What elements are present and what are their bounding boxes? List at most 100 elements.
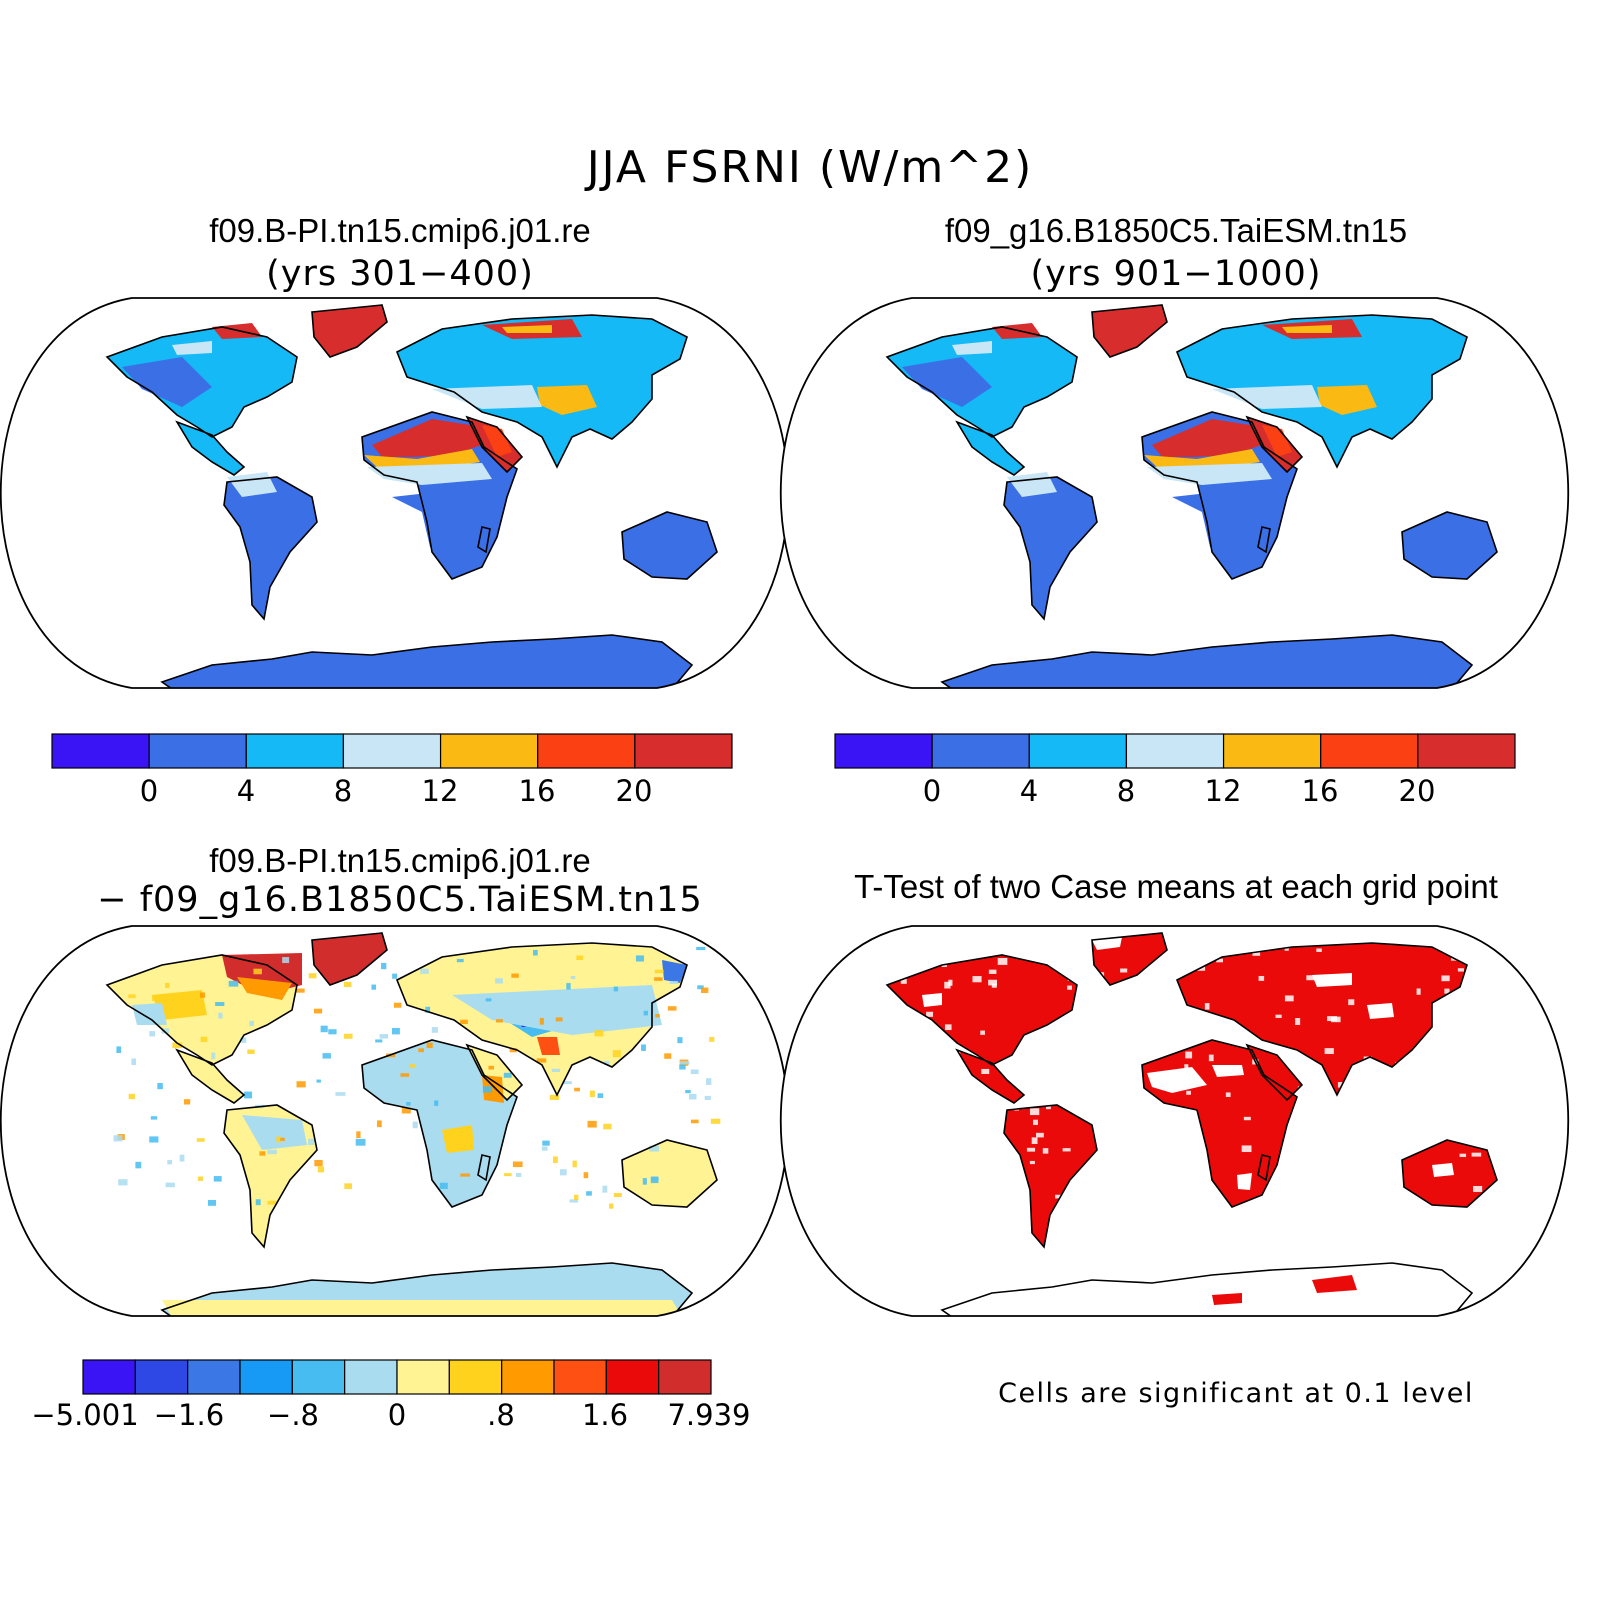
speckle-cell [228, 980, 239, 987]
speckle-cell [991, 983, 997, 988]
panel-title-top-left: f09.B-PI.tn15.cmip6.j01.re [209, 212, 591, 249]
speckle-layer [893, 945, 1496, 1208]
speckle-cell [926, 1011, 934, 1017]
speckle-cell [1479, 1106, 1485, 1111]
speckle-cell [1191, 1180, 1200, 1186]
coastline-arabia [1245, 1043, 1304, 1102]
speckle-cell [1098, 1095, 1105, 1103]
speckle-cell [701, 987, 709, 993]
panel-subtitle-bottom-left: − f09_g16.B1850C5.TaiESM.tn15 [97, 880, 703, 920]
region-patch [1432, 1163, 1454, 1177]
colorbar-tick-label: −1.6 [153, 1398, 225, 1432]
colorbar-tick-label: −5.001 [31, 1398, 139, 1432]
speckle-cell [988, 979, 998, 986]
speckle-cell [308, 1138, 315, 1146]
speckle-cell [280, 1137, 285, 1141]
colorbar-tick-label: 12 [1204, 774, 1242, 808]
speckle-cell [282, 957, 290, 964]
speckle-cell [1306, 975, 1315, 981]
speckle-cell [371, 984, 377, 990]
regional-shading [132, 953, 687, 1316]
speckle-cell [418, 1048, 424, 1053]
speckle-cell [1395, 1062, 1402, 1067]
speckle-cell [1324, 1048, 1334, 1055]
colorbar-swatch [1417, 733, 1516, 769]
speckle-cell [570, 975, 576, 980]
landmass-samerica [1004, 477, 1097, 619]
speckle-cell [1029, 1160, 1035, 1165]
region-patch [1312, 973, 1352, 987]
speckle-cell [1188, 958, 1195, 964]
speckle-cell [1316, 948, 1322, 952]
colorbar-swatch [1320, 733, 1419, 769]
speckle-cell [997, 958, 1008, 965]
speckle-cell [696, 946, 706, 951]
speckle-cell [1327, 1016, 1337, 1022]
speckle-cell [1095, 972, 1105, 976]
region-patch [442, 1125, 474, 1153]
map-frame [780, 925, 1569, 1317]
speckle-cell [344, 1183, 352, 1189]
speckle-cell [431, 1027, 438, 1033]
speckle-cell [948, 979, 953, 986]
speckle-cell [1422, 1121, 1431, 1129]
coastline-australia [1401, 511, 1498, 580]
speckle-cell [1423, 1053, 1431, 1059]
region-patch [122, 357, 212, 407]
landmass-camerica [957, 1050, 1024, 1103]
coastline-camerica [955, 420, 1026, 476]
speckle-cell [957, 1069, 964, 1073]
speckle-cell [688, 1093, 697, 1100]
speckle-cell [1204, 1003, 1210, 1010]
speckle-cell [179, 1154, 185, 1162]
colorbar-swatch [1028, 733, 1128, 769]
speckle-cell [1059, 1034, 1065, 1041]
speckle-cell [128, 1093, 136, 1100]
coastline-namerica [105, 326, 298, 438]
coastline-eurasia [1175, 942, 1468, 1097]
coastline-samerica [223, 476, 318, 621]
speckle-cell [1105, 1049, 1114, 1057]
speckle-cell [704, 1095, 711, 1101]
speckle-cell [1419, 1056, 1424, 1061]
speckle-cell [1380, 1090, 1387, 1098]
speckle-cell [574, 1087, 581, 1092]
speckle-cell [1103, 1028, 1109, 1036]
speckle-cell [356, 1131, 361, 1139]
speckle-cell [425, 1006, 431, 1013]
speckle-cell [1486, 1063, 1496, 1069]
speckle-cell [211, 1052, 216, 1060]
map-top-left [0, 297, 789, 689]
speckle-cell [175, 997, 184, 1004]
speckle-cell [919, 1144, 927, 1149]
coastline-madagascar [477, 1154, 491, 1182]
speckle-cell [1471, 947, 1478, 953]
region-patch [902, 357, 992, 407]
significance-note: Cells are significant at 0.1 level [998, 1378, 1474, 1409]
speckle-cell [587, 1120, 597, 1128]
map-frame [0, 297, 789, 689]
colorbar-tick-label: 0 [139, 774, 159, 808]
colorbar-tick-label: 8 [333, 774, 353, 808]
speckle-cell [1042, 1148, 1049, 1154]
speckle-cell [317, 1166, 325, 1173]
speckle-cell [1103, 1035, 1113, 1042]
speckle-cell [503, 1072, 512, 1078]
speckle-cell [559, 1169, 567, 1176]
region-patch [152, 990, 207, 1020]
coastline-eurasia [1175, 314, 1468, 469]
speckle-cell [1366, 1129, 1372, 1135]
colorbar-swatch [605, 1359, 660, 1395]
speckle-cell [1036, 1132, 1044, 1138]
region-patch [452, 985, 662, 1035]
speckle-cell [980, 1030, 985, 1035]
speckle-cell [1124, 1009, 1131, 1017]
speckle-cell [697, 985, 704, 990]
speckle-cell [677, 1037, 683, 1044]
speckle-cell [896, 1038, 904, 1044]
coastline-camerica [955, 1048, 1026, 1104]
colorbar-tick-label: 4 [1019, 774, 1039, 808]
speckle-cell [412, 1121, 418, 1129]
landmass-antarctica [162, 635, 692, 688]
colorbar-swatch [187, 1359, 241, 1395]
